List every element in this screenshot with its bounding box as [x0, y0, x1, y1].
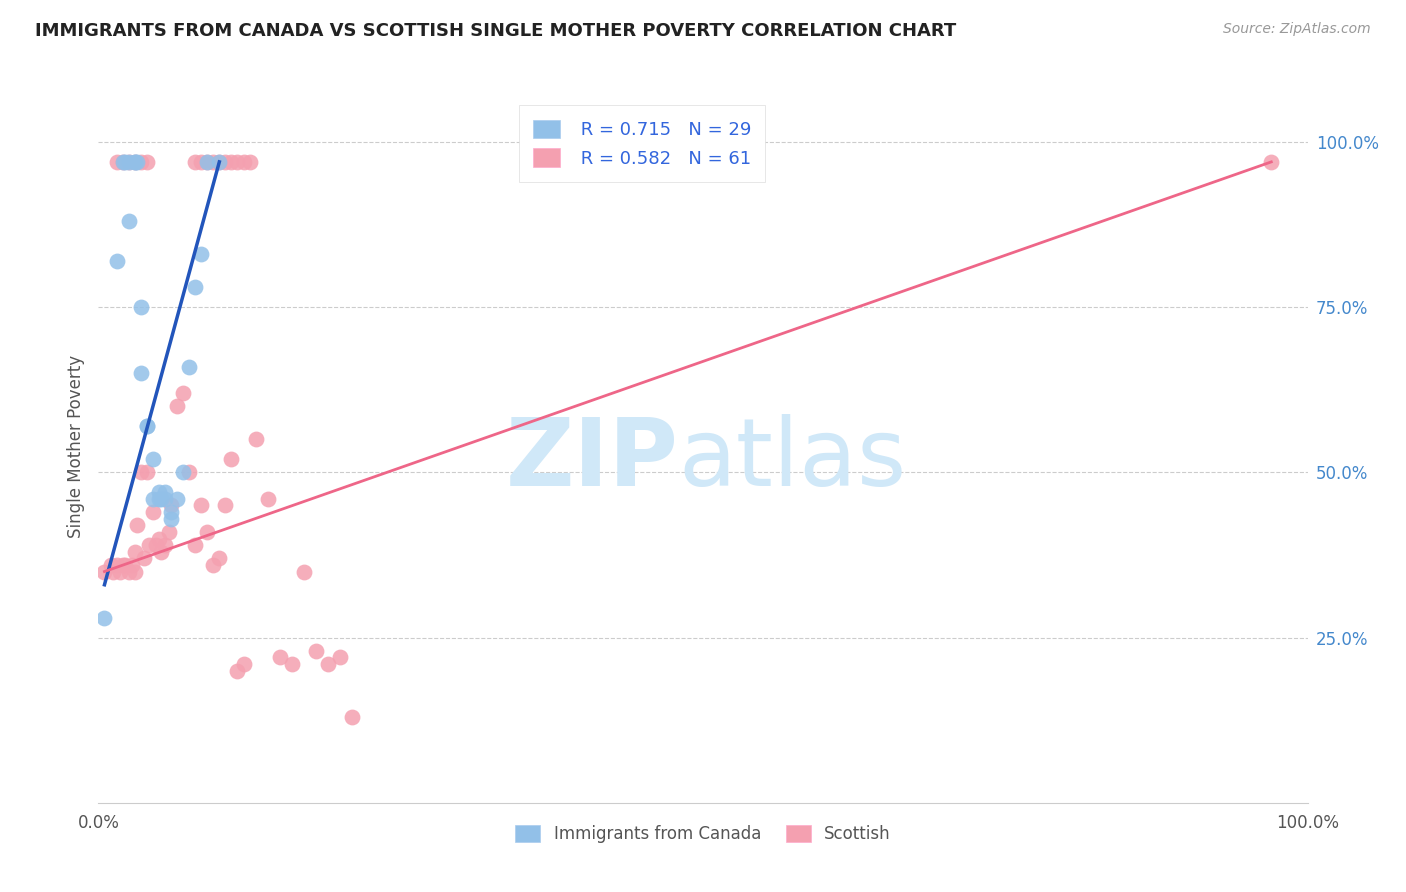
Point	[138, 538, 160, 552]
Point	[148, 532, 170, 546]
Point	[124, 545, 146, 559]
Point	[124, 154, 146, 169]
Point	[124, 565, 146, 579]
Point	[226, 664, 249, 678]
Point	[184, 538, 207, 552]
Point	[93, 565, 115, 579]
Point	[111, 154, 134, 169]
Point	[124, 154, 146, 169]
Point	[135, 419, 157, 434]
Point	[118, 214, 141, 228]
Point	[129, 154, 152, 169]
Point	[329, 650, 352, 665]
Point	[108, 565, 131, 579]
Point	[129, 466, 152, 480]
Point	[208, 154, 231, 169]
Point	[184, 280, 207, 294]
Point	[111, 558, 134, 572]
Point	[202, 558, 225, 572]
Point	[195, 154, 218, 169]
Point	[190, 247, 212, 261]
Point	[195, 154, 218, 169]
Point	[105, 154, 128, 169]
Point	[153, 485, 176, 500]
Point	[127, 518, 149, 533]
Point	[121, 558, 143, 572]
Point	[305, 644, 328, 658]
Point	[208, 551, 231, 566]
Point	[118, 154, 141, 169]
Point	[179, 466, 201, 480]
Point	[160, 499, 183, 513]
Text: Source: ZipAtlas.com: Source: ZipAtlas.com	[1223, 22, 1371, 37]
Point	[142, 452, 165, 467]
Point	[148, 491, 170, 506]
Point	[316, 657, 339, 671]
Point	[114, 154, 136, 169]
Point	[142, 505, 165, 519]
Point	[166, 400, 188, 414]
Point	[184, 154, 207, 169]
Text: atlas: atlas	[679, 414, 907, 507]
Point	[148, 485, 170, 500]
Point	[100, 558, 122, 572]
Point	[190, 499, 212, 513]
Point	[256, 491, 278, 506]
Point	[342, 710, 364, 724]
Point	[93, 611, 115, 625]
Point	[135, 419, 157, 434]
Point	[221, 154, 243, 169]
Point	[232, 657, 254, 671]
Text: IMMIGRANTS FROM CANADA VS SCOTTISH SINGLE MOTHER POVERTY CORRELATION CHART: IMMIGRANTS FROM CANADA VS SCOTTISH SINGL…	[35, 22, 956, 40]
Point	[1260, 154, 1282, 169]
Point	[135, 154, 157, 169]
Point	[281, 657, 304, 671]
Point	[153, 538, 176, 552]
Point	[208, 154, 231, 169]
Point	[142, 491, 165, 506]
Y-axis label: Single Mother Poverty: Single Mother Poverty	[66, 354, 84, 538]
Point	[135, 466, 157, 480]
Text: ZIP: ZIP	[506, 414, 679, 507]
Point	[226, 154, 249, 169]
Point	[124, 154, 146, 169]
Point	[172, 466, 194, 480]
Point	[195, 524, 218, 539]
Point	[239, 154, 262, 169]
Point	[232, 154, 254, 169]
Point	[202, 154, 225, 169]
Point	[150, 545, 173, 559]
Point	[101, 565, 124, 579]
Point	[129, 300, 152, 314]
Point	[118, 565, 141, 579]
Point	[157, 524, 180, 539]
Point	[127, 154, 149, 169]
Point	[292, 565, 315, 579]
Point	[134, 551, 156, 566]
Point	[105, 254, 128, 268]
Point	[114, 558, 136, 572]
Point	[111, 154, 134, 169]
Point	[145, 538, 167, 552]
Point	[245, 433, 267, 447]
Point	[150, 491, 173, 506]
Point	[269, 650, 291, 665]
Point	[160, 505, 183, 519]
Point	[214, 499, 236, 513]
Point	[179, 359, 201, 374]
Point	[118, 154, 141, 169]
Point	[172, 386, 194, 401]
Legend: Immigrants from Canada, Scottish: Immigrants from Canada, Scottish	[506, 817, 900, 852]
Point	[160, 511, 183, 525]
Point	[166, 491, 188, 506]
Point	[153, 491, 176, 506]
Point	[214, 154, 236, 169]
Point	[190, 154, 212, 169]
Point	[129, 367, 152, 381]
Point	[221, 452, 243, 467]
Point	[105, 558, 128, 572]
